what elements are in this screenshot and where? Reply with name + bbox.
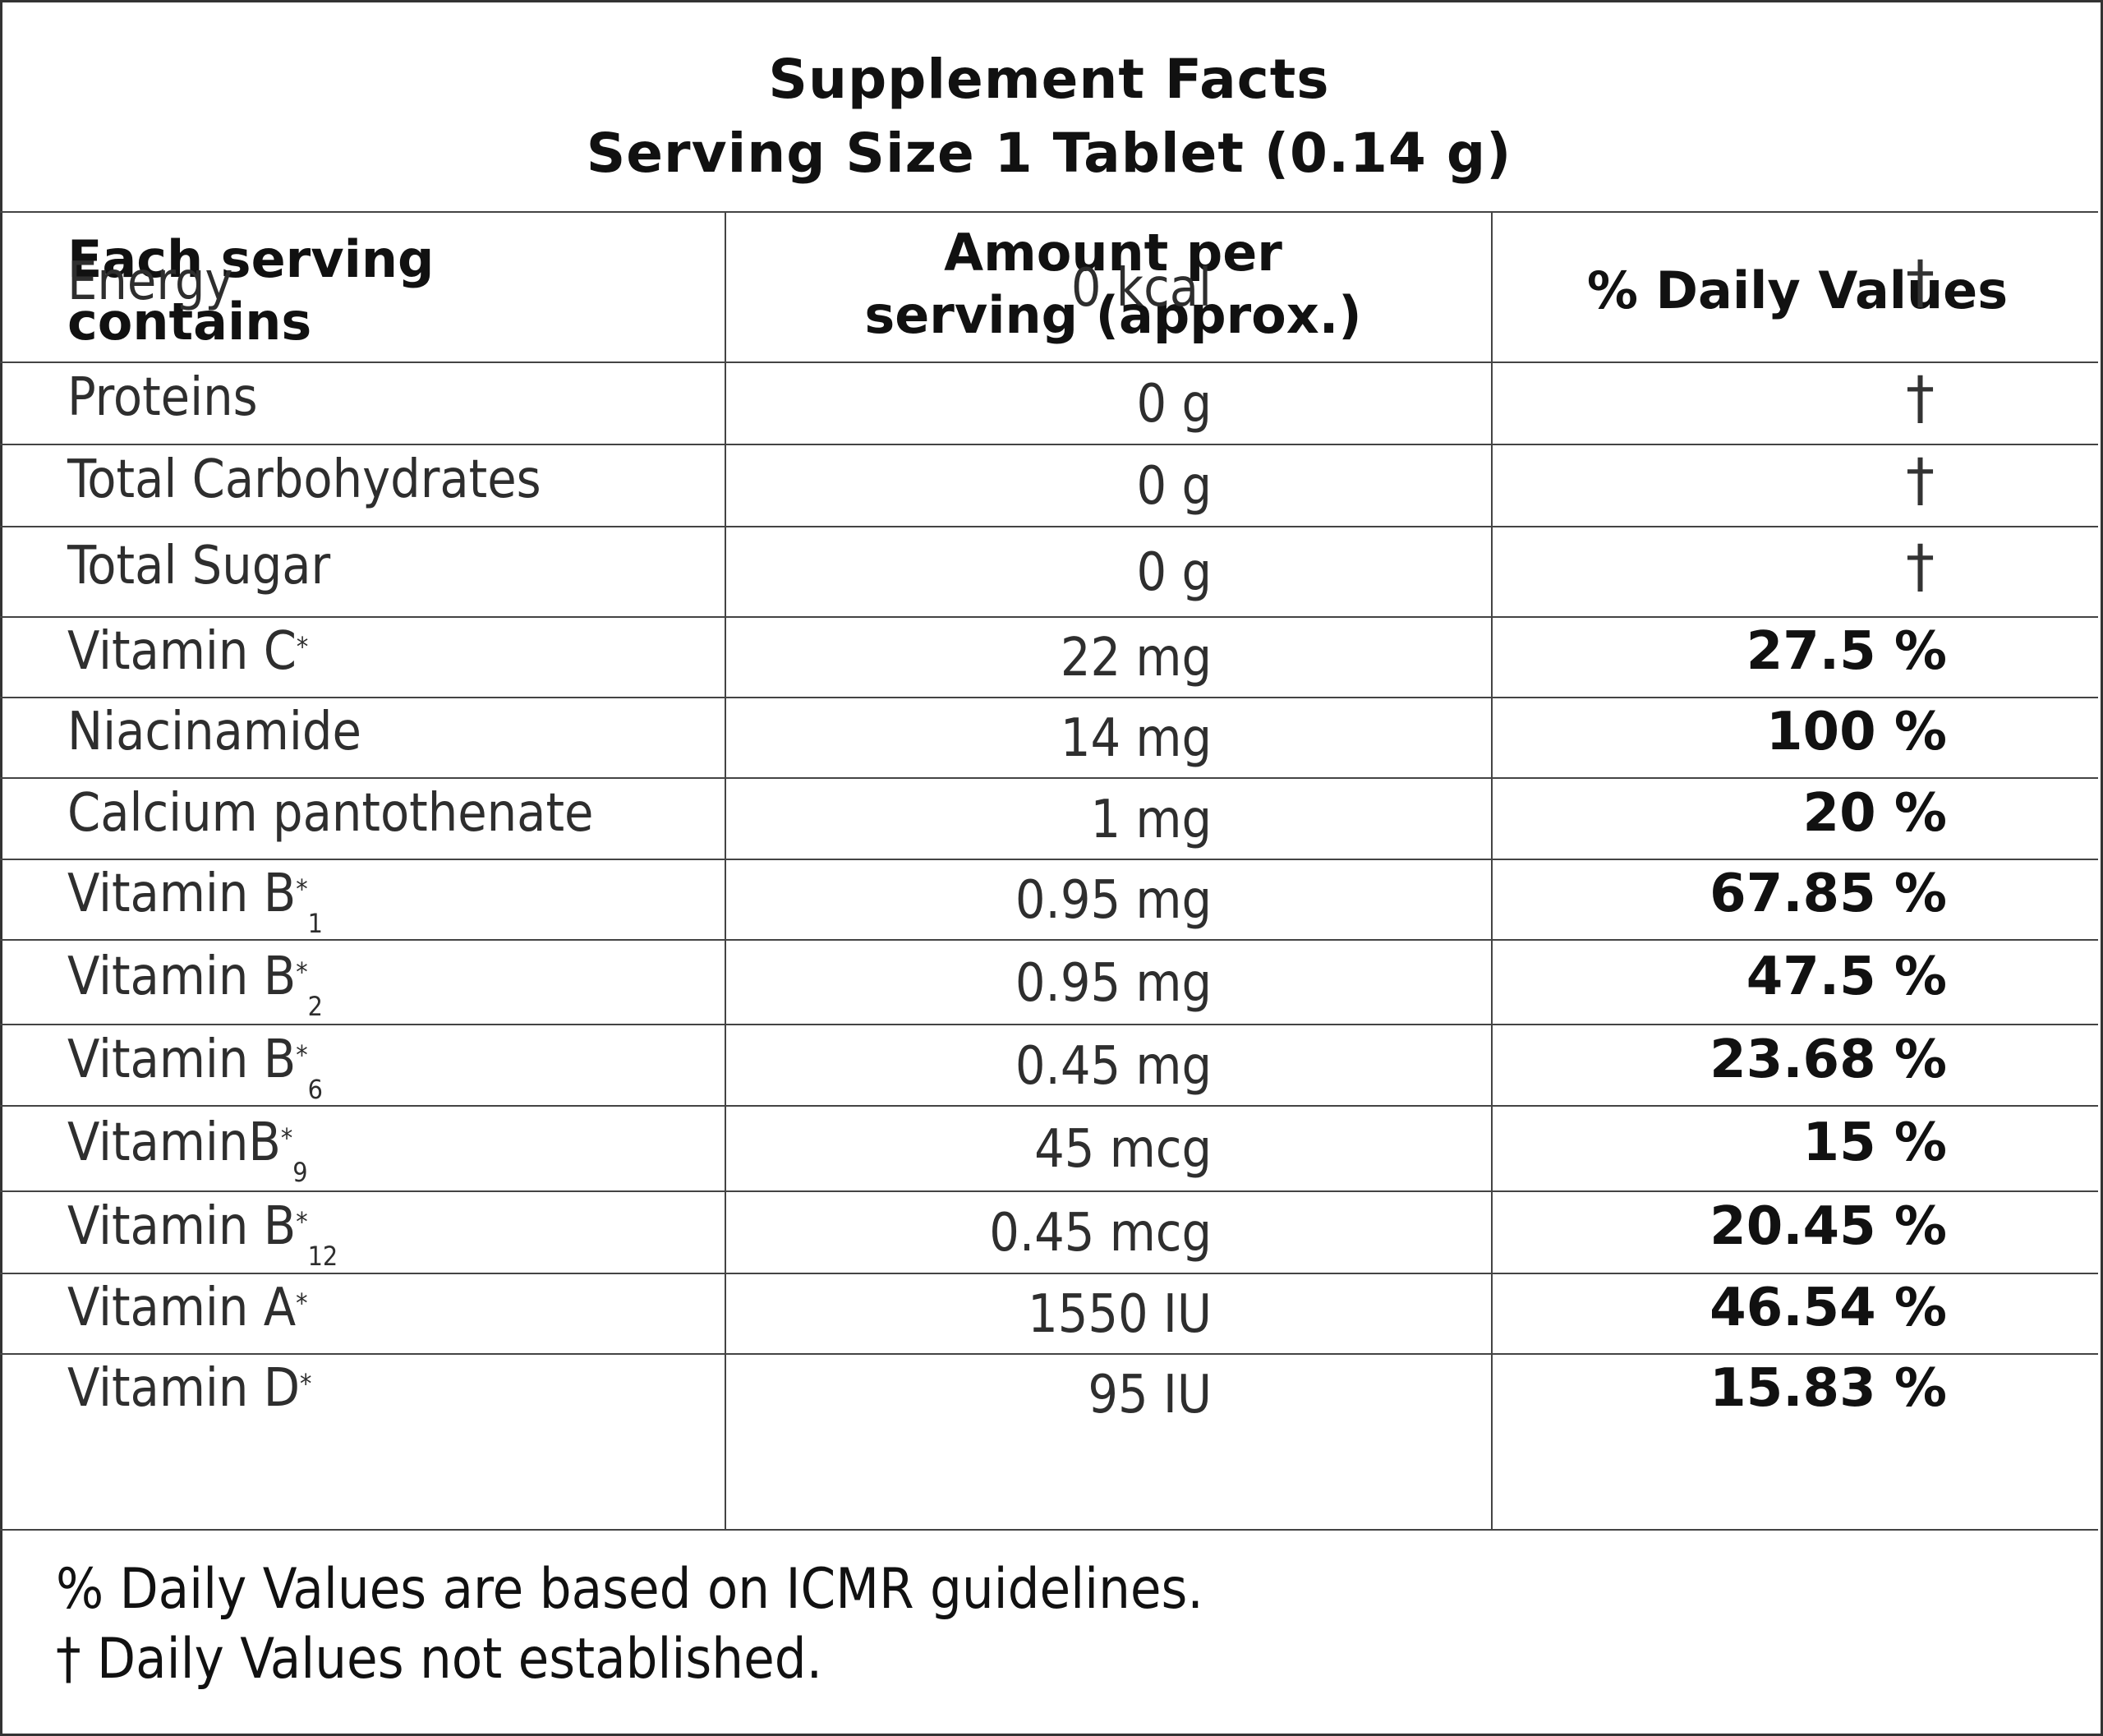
nutrient-label: Proteins [67, 367, 258, 428]
nutrient-name: VitaminB* 9 [67, 1110, 308, 1188]
daily-value-percent: 23.68 % [1710, 1029, 1947, 1090]
nutrient-name: Proteins [67, 365, 258, 431]
nutrient-label: Vitamin D [67, 1358, 301, 1419]
daily-value-percent: 15.83 % [1710, 1358, 1947, 1419]
nutrient-name: Calcium pantothenate [67, 781, 593, 846]
nutrient-name: Total Sugar [67, 533, 330, 599]
nutrient-label: Vitamin B [67, 1029, 297, 1090]
amount-per-serving: 0 kcal [1070, 257, 1212, 319]
nutrient-label: Total Carbohydrates [67, 449, 541, 510]
row-divider [0, 1105, 2098, 1107]
row-divider [0, 1353, 2098, 1355]
asterisk-mark: * [296, 631, 309, 662]
daily-value-percent: 20 % [1802, 782, 1947, 844]
row-divider [0, 859, 2098, 860]
nutrient-label: Vitamin C [67, 621, 297, 682]
daily-value-percent: † [1906, 532, 1935, 600]
asterisk-mark: * [280, 1122, 293, 1153]
amount-per-serving: 95 IU [1088, 1365, 1212, 1425]
row-divider [0, 361, 2098, 363]
amount-per-serving: 1 mg [1090, 789, 1212, 850]
daily-value-percent: † [1906, 247, 1935, 315]
daily-value-percent: 100 % [1766, 702, 1947, 762]
nutrient-label: Vitamin B [67, 863, 297, 924]
column-divider [1491, 211, 1493, 1529]
row-divider [0, 939, 2098, 941]
label-title: Supplement Facts [768, 48, 1330, 111]
serving-size: Serving Size 1 Tablet (0.14 g) [586, 122, 1512, 185]
amount-per-serving: 14 mg [1060, 708, 1212, 769]
nutrient-name: Vitamin B* 12 [67, 1194, 338, 1272]
column-header-daily-value: % Daily Values [1586, 260, 2009, 320]
nutrient-name: Niacinamide [67, 699, 361, 765]
column-header-amount: Amount per serving (approx.) [864, 223, 1362, 345]
row-divider [0, 616, 2098, 618]
amount-per-serving: 0.95 mg [1015, 870, 1212, 931]
nutrient-label: VitaminB [67, 1112, 281, 1173]
amount-per-serving: 0.95 mg [1015, 952, 1212, 1014]
asterisk-mark: * [300, 1368, 312, 1399]
row-divider [0, 1273, 2098, 1274]
vitamin-subscript: 2 [307, 990, 323, 1022]
footnote-daily-values: % Daily Values are based on ICMR guideli… [56, 1557, 1203, 1622]
row-divider [0, 1024, 2098, 1025]
nutrient-label: Energy [67, 251, 233, 312]
amount-per-serving: 0 g [1136, 456, 1212, 517]
amount-per-serving: 1550 IU [1028, 1284, 1212, 1345]
row-divider [0, 697, 2098, 698]
amount-per-serving: 45 mcg [1034, 1119, 1212, 1180]
row-divider [0, 777, 2098, 779]
daily-value-percent: 67.85 % [1710, 863, 1947, 924]
amount-per-serving: 0.45 mg [1015, 1035, 1212, 1097]
row-divider [0, 526, 2098, 527]
column-divider [725, 211, 726, 1529]
amount-per-serving: 22 mg [1060, 628, 1212, 688]
nutrient-name: Total Carbohydrates [67, 447, 541, 513]
nutrient-name: Vitamin A* [67, 1275, 307, 1341]
asterisk-mark: * [296, 955, 308, 988]
nutrient-name: Vitamin C* [67, 619, 308, 684]
daily-value-percent: 47.5 % [1746, 946, 1947, 1007]
daily-value-percent: † [1906, 364, 1935, 431]
nutrient-name: Vitamin B*1 [67, 861, 323, 939]
nutrient-label: Calcium pantothenate [67, 782, 594, 844]
amount-per-serving: 0 g [1136, 542, 1212, 603]
divider [0, 211, 2098, 213]
column-header-nutrient: Each serving contains [67, 229, 435, 352]
nutrient-label: Vitamin B [67, 946, 297, 1007]
daily-value-percent: 27.5 % [1746, 621, 1947, 682]
nutrient-label: Vitamin B [67, 1196, 297, 1257]
nutrient-label: Niacinamide [67, 702, 361, 762]
asterisk-mark: * [296, 1206, 308, 1237]
vitamin-subscript: 9 [292, 1157, 308, 1188]
daily-value-percent: 15 % [1802, 1112, 1947, 1173]
row-divider [0, 444, 2098, 445]
row-divider [0, 1190, 2098, 1192]
vitamin-subscript: 1 [307, 908, 323, 939]
nutrient-label: Total Sugar [67, 536, 331, 596]
vitamin-subscript: 12 [307, 1241, 338, 1272]
asterisk-mark: * [296, 1287, 308, 1319]
divider [0, 1529, 2098, 1531]
asterisk-mark: * [296, 873, 308, 905]
daily-value-percent: 20.45 % [1710, 1196, 1947, 1257]
nutrient-name: Vitamin B*6 [67, 1027, 323, 1105]
daily-value-percent: 46.54 % [1710, 1278, 1947, 1338]
asterisk-mark: * [296, 1038, 308, 1071]
amount-per-serving: 0.45 mcg [989, 1203, 1212, 1264]
footnote-not-established: † Daily Values not established. [56, 1627, 823, 1692]
daily-value-percent: † [1906, 446, 1935, 513]
nutrient-name: Vitamin B*2 [67, 944, 323, 1022]
amount-per-serving: 0 g [1136, 374, 1212, 435]
vitamin-subscript: 6 [307, 1073, 323, 1105]
nutrient-label: Vitamin A [67, 1278, 297, 1338]
nutrient-name: Vitamin D* [67, 1356, 311, 1421]
nutrient-name: Energy [67, 249, 232, 315]
